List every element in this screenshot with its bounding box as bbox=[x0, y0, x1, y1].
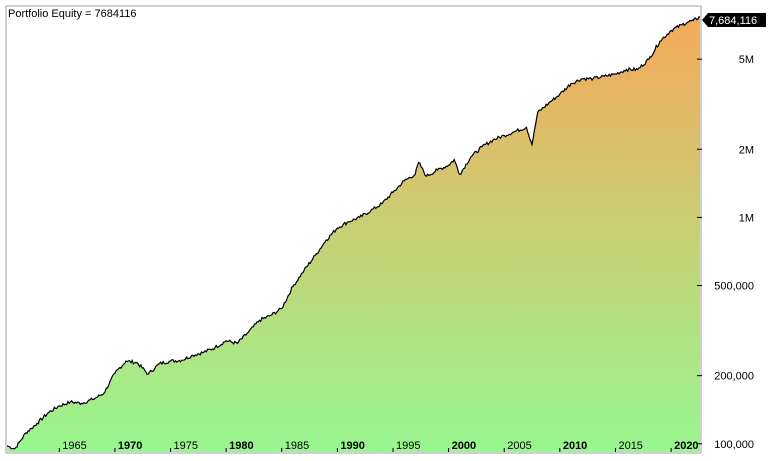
y-tick-label: 5M bbox=[739, 54, 754, 66]
y-tick-label: 2M bbox=[739, 144, 754, 156]
x-tick-label: 1985 bbox=[285, 440, 309, 452]
chart-title: Portfolio Equity = 7684116 bbox=[8, 8, 137, 20]
y-tick-label: 100,000 bbox=[714, 439, 754, 451]
equity-area bbox=[7, 16, 700, 453]
x-tick-label: 1990 bbox=[340, 440, 364, 452]
equity-area-layer bbox=[7, 16, 700, 453]
x-tick-label: 1965 bbox=[62, 440, 86, 452]
last-value-tag-label: 7,684,116 bbox=[709, 15, 757, 27]
x-tick-label: 2020 bbox=[674, 440, 698, 452]
y-axis: 100,000 200,000 500,000 1M 2M 5M bbox=[697, 54, 754, 451]
x-tick-label: 2005 bbox=[507, 440, 531, 452]
x-tick-label: 1995 bbox=[396, 440, 420, 452]
y-tick-label: 200,000 bbox=[714, 371, 754, 383]
x-tick-label: 2015 bbox=[618, 440, 642, 452]
x-tick-label: 1975 bbox=[174, 440, 198, 452]
last-value-tag-background bbox=[702, 13, 766, 27]
last-value-tag: 7,684,116 bbox=[702, 13, 766, 27]
equity-line-layer bbox=[6, 16, 700, 450]
y-tick-label: 1M bbox=[739, 212, 754, 224]
x-tick-label: 1970 bbox=[118, 440, 142, 452]
equity-line bbox=[6, 16, 700, 450]
y-tick-label: 500,000 bbox=[714, 281, 754, 293]
x-axis: 1965 1970 1975 1980 1985 1990 1995 2000 2005 2010… bbox=[58, 440, 699, 452]
x-tick-label: 2000 bbox=[452, 440, 476, 452]
x-tick-label: 1980 bbox=[229, 440, 253, 452]
x-tick-label: 2010 bbox=[563, 440, 587, 452]
